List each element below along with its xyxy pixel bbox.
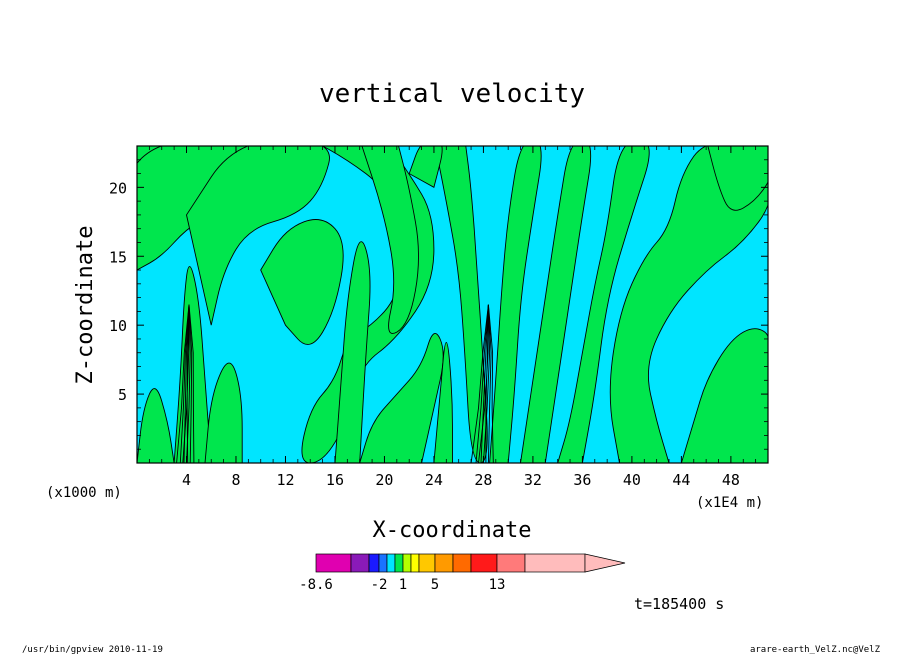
x-unit-right: (x1E4 m) (696, 495, 763, 511)
updraft-region (359, 333, 444, 463)
updraft-region (557, 146, 650, 463)
colorbar-segment (524, 553, 586, 573)
colorbar-label: -2 (371, 577, 388, 593)
x-tick-label: 32 (524, 471, 542, 489)
colorbar-segment (368, 553, 380, 573)
updraft-region (186, 146, 330, 326)
y-tick-label: 5 (118, 386, 127, 404)
updraft-region (137, 388, 175, 463)
x-axis-label: X-coordinate (373, 518, 532, 543)
footer-left: /usr/bin/gpview 2010-11-19 (22, 645, 163, 654)
time-label: t=185400 s (634, 595, 724, 613)
x-tick-label: 4 (182, 471, 191, 489)
chart-title: vertical velocity (319, 79, 585, 109)
colorbar-segment (315, 553, 352, 573)
colorbar-label: 5 (431, 577, 439, 593)
updraft-region (609, 146, 768, 463)
colorbar-segment (452, 553, 472, 573)
colorbar-segment (410, 553, 420, 573)
x-tick-label: 28 (474, 471, 492, 489)
y-tick-label: 10 (109, 317, 127, 335)
x-tick-label: 36 (573, 471, 591, 489)
x-tick-label: 8 (231, 471, 240, 489)
colorbar-extend-arrow (584, 553, 626, 573)
updraft-region (361, 146, 419, 334)
updraft-region (433, 341, 453, 463)
x-axis: 4 8 12 16 20 24 28 32 36 40 44 48 (148, 146, 757, 489)
updraft-region (434, 146, 488, 463)
colorbar-label: -8.6 (299, 577, 333, 593)
y-tick-label: 15 (109, 248, 127, 266)
updraft-region (489, 146, 542, 463)
colorbar-label: 13 (489, 577, 506, 593)
colorbar-segment (394, 553, 404, 573)
colorbar-segment (470, 553, 498, 573)
contour-lines (176, 304, 494, 463)
plot-frame (136, 145, 769, 464)
y-tick-label: 20 (109, 179, 127, 197)
updraft-region (204, 362, 243, 463)
updraft-region (334, 241, 371, 463)
colorbar-segment (350, 553, 370, 573)
x-unit-left: (x1000 m) (46, 485, 122, 501)
updraft-region (520, 146, 592, 463)
colorbar-segment (386, 553, 396, 573)
y-axis: 5 10 15 20 (109, 159, 768, 450)
updraft-region (707, 146, 768, 211)
colorbar-segment (418, 553, 436, 573)
colorbar-label: 1 (399, 577, 407, 593)
footer-right: arare-earth_VelZ.nc@VelZ (750, 645, 881, 654)
contour-field (137, 146, 768, 463)
updraft-region (408, 146, 443, 188)
colorbar-segment (402, 553, 412, 573)
colorbar-segment (378, 553, 388, 573)
updraft-region (260, 219, 344, 345)
x-tick-label: 20 (375, 471, 393, 489)
colorbar-segment (496, 553, 526, 573)
x-tick-label: 24 (425, 471, 443, 489)
x-tick-label: 48 (722, 471, 740, 489)
x-tick-label: 12 (276, 471, 294, 489)
x-tick-label: 44 (672, 471, 690, 489)
contour-line (470, 304, 494, 463)
colorbar-segment (434, 553, 454, 573)
x-tick-label: 16 (326, 471, 344, 489)
colorbar: -8.6 -2 1 5 13 (299, 553, 626, 593)
x-tick-label: 40 (623, 471, 641, 489)
y-axis-label: Z-coordinate (73, 226, 98, 385)
contour-line (176, 304, 195, 463)
